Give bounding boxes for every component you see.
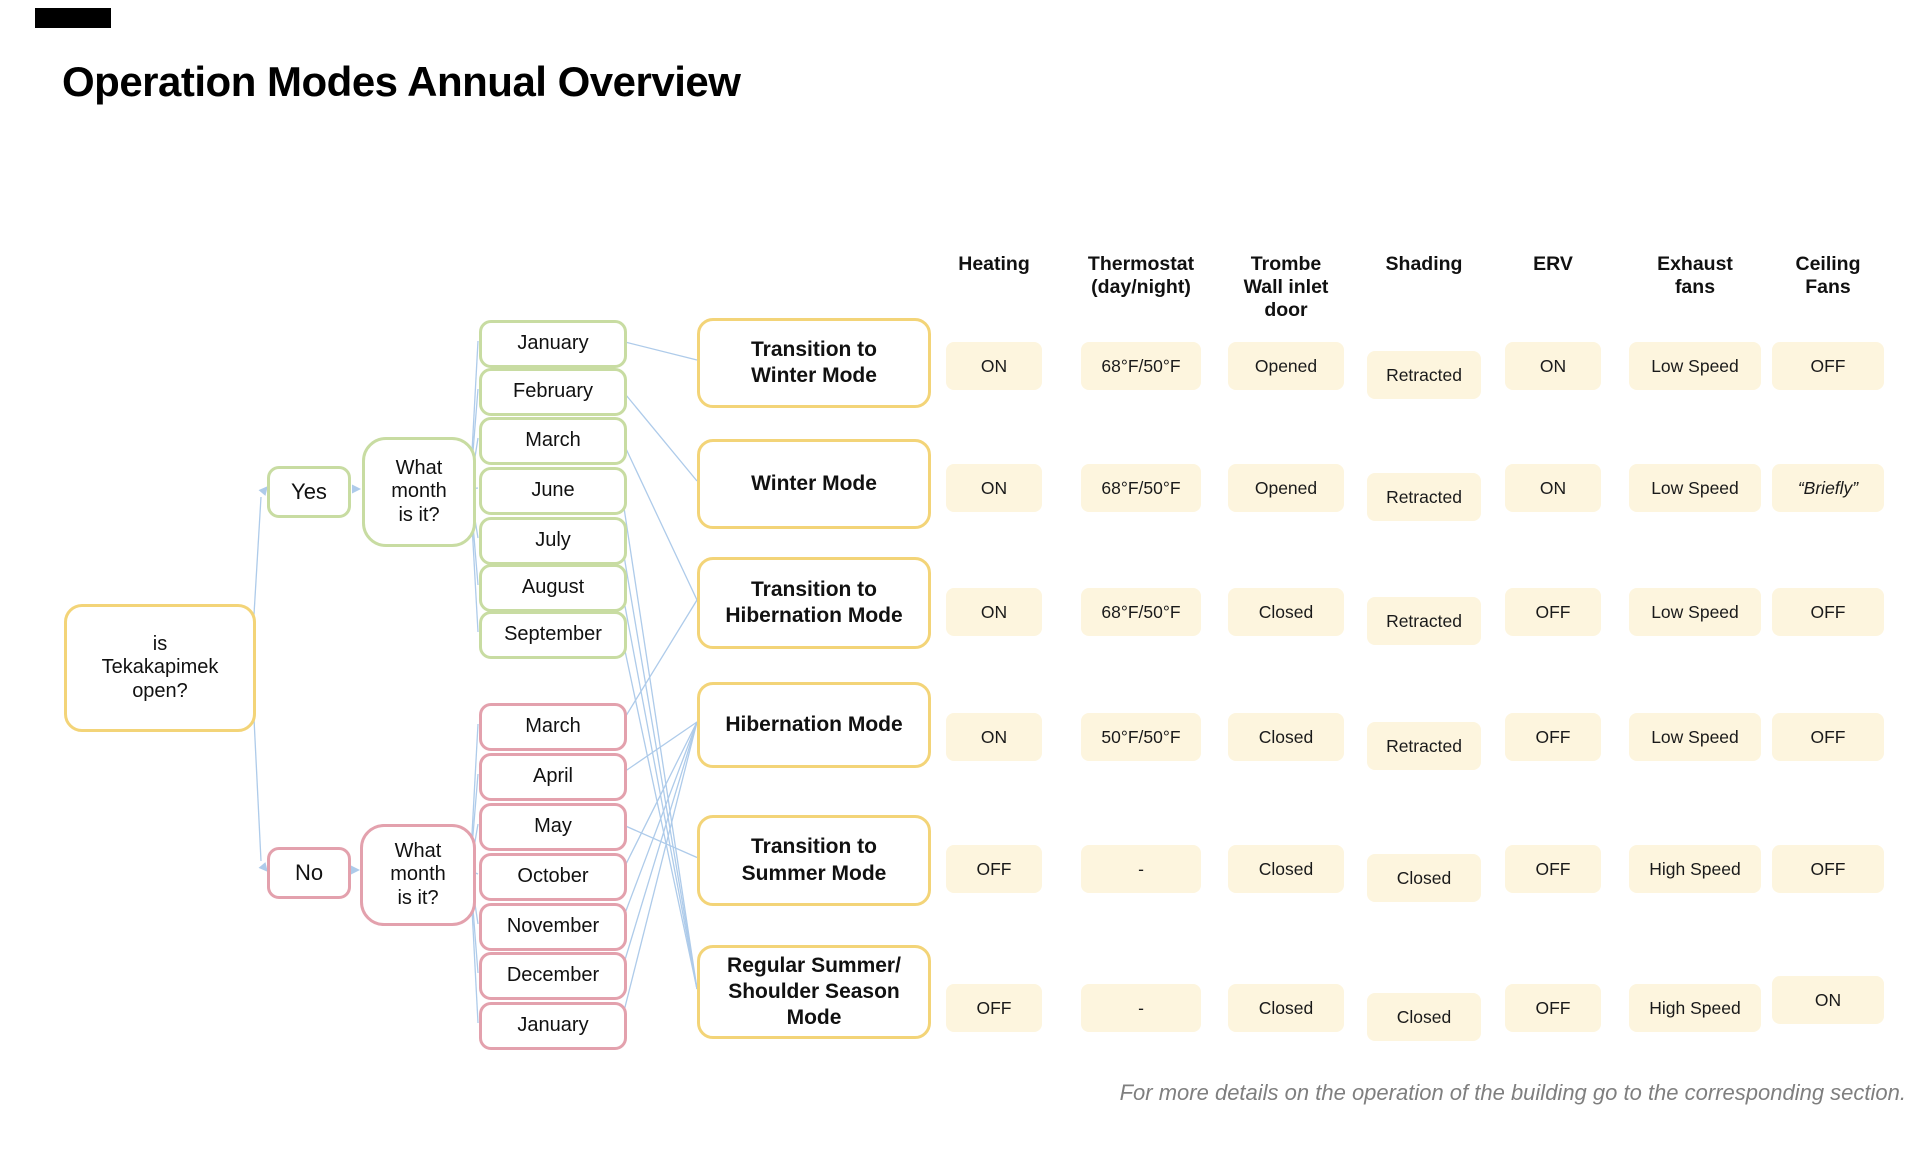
column-header-0: Heating — [958, 253, 1030, 275]
month-open-february: February — [479, 368, 627, 416]
cell-5-4: OFF — [1505, 984, 1601, 1032]
cell-3-4: OFF — [1505, 713, 1601, 761]
cell-1-5: Low Speed — [1629, 464, 1761, 512]
cell-0-3: Retracted — [1367, 351, 1481, 399]
cell-1-6: “Briefly” — [1772, 464, 1884, 512]
cell-4-1: - — [1081, 845, 1201, 893]
cell-3-3: Retracted — [1367, 722, 1481, 770]
cell-1-2: Opened — [1228, 464, 1344, 512]
month-open-june: June — [479, 467, 627, 515]
cell-1-4: ON — [1505, 464, 1601, 512]
month-closed-january: January — [479, 1002, 627, 1050]
cell-0-0: ON — [946, 342, 1042, 390]
month-closed-december: December — [479, 952, 627, 1000]
no-box: No — [267, 847, 351, 899]
decision-root-box: is Tekakapimek open? — [64, 604, 256, 732]
cell-3-0: ON — [946, 713, 1042, 761]
yes-box: Yes — [267, 466, 351, 518]
column-header-2: Trombe Wall inlet door — [1243, 253, 1329, 321]
cell-2-1: 68°F/50°F — [1081, 588, 1201, 636]
cell-1-0: ON — [946, 464, 1042, 512]
column-header-4: ERV — [1533, 253, 1573, 275]
cell-2-3: Retracted — [1367, 597, 1481, 645]
cell-1-1: 68°F/50°F — [1081, 464, 1201, 512]
month-open-july: July — [479, 517, 627, 565]
footer-note: For more details on the operation of the… — [1119, 1080, 1906, 1105]
mode-box-1: Winter Mode — [697, 439, 931, 529]
cell-0-2: Opened — [1228, 342, 1344, 390]
page-title: Operation Modes Annual Overview — [62, 58, 741, 105]
cell-5-0: OFF — [946, 984, 1042, 1032]
corner-mark — [35, 8, 111, 28]
cell-4-0: OFF — [946, 845, 1042, 893]
month-closed-may: May — [479, 803, 627, 851]
month-open-september: September — [479, 611, 627, 659]
cell-2-2: Closed — [1228, 588, 1344, 636]
cell-3-2: Closed — [1228, 713, 1344, 761]
month-open-august: August — [479, 564, 627, 612]
cell-5-5: High Speed — [1629, 984, 1761, 1032]
month-closed-november: November — [479, 903, 627, 951]
mode-box-4: Transition to Summer Mode — [697, 815, 931, 906]
cell-0-1: 68°F/50°F — [1081, 342, 1201, 390]
mode-box-0: Transition to Winter Mode — [697, 318, 931, 408]
cell-0-6: OFF — [1772, 342, 1884, 390]
cell-5-3: Closed — [1367, 993, 1481, 1041]
cell-4-2: Closed — [1228, 845, 1344, 893]
cell-1-3: Retracted — [1367, 473, 1481, 521]
column-header-1: Thermostat (day/night) — [1087, 253, 1195, 298]
cell-4-3: Closed — [1367, 854, 1481, 902]
cell-2-6: OFF — [1772, 588, 1884, 636]
cell-4-5: High Speed — [1629, 845, 1761, 893]
cell-4-6: OFF — [1772, 845, 1884, 893]
month-closed-april: April — [479, 753, 627, 801]
column-header-5: Exhaust fans — [1657, 253, 1733, 298]
month-closed-march: March — [479, 703, 627, 751]
month-open-march: March — [479, 417, 627, 465]
what-month-open-box: What month is it? — [362, 437, 476, 547]
cell-2-4: OFF — [1505, 588, 1601, 636]
cell-5-1: - — [1081, 984, 1201, 1032]
cell-5-6: ON — [1772, 976, 1884, 1024]
column-header-6: Ceiling Fans — [1795, 253, 1861, 298]
what-month-closed-box: What month is it? — [360, 824, 476, 926]
column-header-3: Shading — [1385, 253, 1463, 275]
cell-4-4: OFF — [1505, 845, 1601, 893]
cell-3-6: OFF — [1772, 713, 1884, 761]
mode-box-3: Hibernation Mode — [697, 682, 931, 768]
month-closed-october: October — [479, 853, 627, 901]
cell-2-0: ON — [946, 588, 1042, 636]
cell-3-1: 50°F/50°F — [1081, 713, 1201, 761]
cell-2-5: Low Speed — [1629, 588, 1761, 636]
month-open-january: January — [479, 320, 627, 368]
cell-5-2: Closed — [1228, 984, 1344, 1032]
cell-0-5: Low Speed — [1629, 342, 1761, 390]
cell-3-5: Low Speed — [1629, 713, 1761, 761]
mode-box-5: Regular Summer/ Shoulder Season Mode — [697, 945, 931, 1039]
mode-box-2: Transition to Hibernation Mode — [697, 557, 931, 649]
cell-0-4: ON — [1505, 342, 1601, 390]
